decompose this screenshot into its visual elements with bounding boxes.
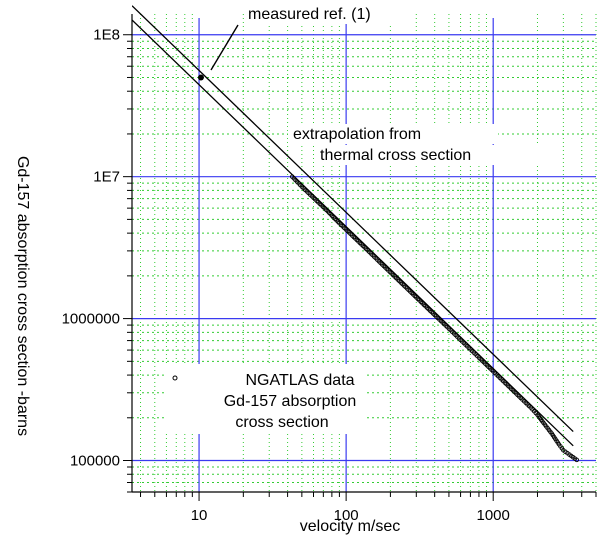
label-background <box>244 4 404 24</box>
annotation-extrapolation-line-2: thermal cross section <box>320 147 471 164</box>
series-line-extrapolation-upper <box>132 5 574 433</box>
annotation-measured-text: measured ref. (1) <box>248 6 371 23</box>
annotation-measured-leader <box>210 24 239 71</box>
axes <box>123 14 597 501</box>
y-tick-label: 1000000 <box>62 311 120 328</box>
data-point <box>574 457 580 463</box>
y-tick-label: 1E8 <box>93 27 120 44</box>
annotation-extrapolation-line-1: extrapolation from <box>293 126 421 143</box>
label-background <box>288 124 498 144</box>
label-background <box>316 145 554 165</box>
legend-marker <box>172 375 178 381</box>
y-axis-label: Gd-157 absorption cross section -barns <box>14 156 31 436</box>
label-backgrounds <box>165 4 554 434</box>
major-grid <box>132 18 596 492</box>
legend-line-2: Gd-157 absorption <box>224 393 357 410</box>
y-tick-label: 100000 <box>70 453 120 470</box>
x-tick-label: 1000 <box>477 507 510 524</box>
annotation-extrapolation: extrapolation from thermal cross section <box>293 126 471 164</box>
tick-labels: 10 100 1000 100000 1000000 1E7 1E8 <box>62 27 510 524</box>
label-background <box>165 364 365 434</box>
annotation-measured: measured ref. (1) <box>210 6 371 71</box>
legend-line-3: cross section <box>235 414 328 431</box>
x-tick-label: 100 <box>334 507 359 524</box>
x-tick-label: 10 <box>191 507 208 524</box>
legend: NGATLAS data Gd-157 absorption cross sec… <box>172 372 357 431</box>
y-tick-label: 1E7 <box>93 169 120 186</box>
measured-point <box>197 74 204 81</box>
legend-line-1: NGATLAS data <box>245 372 354 389</box>
series-layer <box>132 5 580 463</box>
x-axis-label: velocity m/sec <box>300 518 400 535</box>
